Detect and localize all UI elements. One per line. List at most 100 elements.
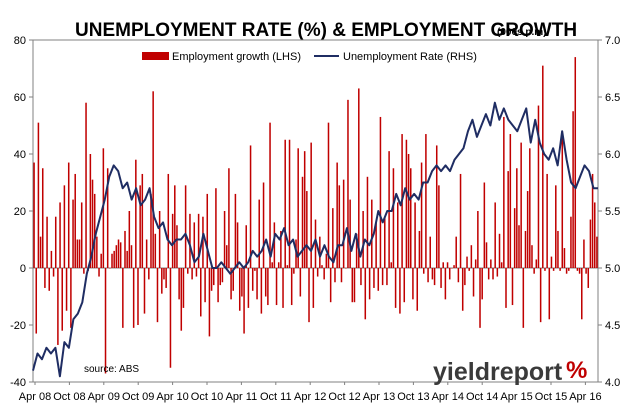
brand-wordmark: yieldreport [433,358,563,386]
employment-growth-bar [524,230,527,268]
employment-growth-bar [50,250,53,268]
employment-growth-bar [59,202,61,268]
x-tick-label: Oct 12 [328,391,360,403]
employment-growth-bar [48,268,50,291]
employment-growth-bar [496,268,499,277]
employment-growth-bar [468,268,470,271]
employment-growth-bar [163,268,165,280]
employment-growth-bar [213,268,215,286]
employment-growth-bar [76,239,79,268]
employment-growth-bar [150,193,152,268]
x-tick-label: Oct 11 [260,391,292,403]
x-tick-label: Apr 15 [500,391,532,403]
employment-growth-bar [464,268,466,286]
employment-growth-bar [325,253,328,268]
employment-growth-bar [433,268,436,286]
employment-growth-bar [195,268,198,277]
employment-growth-bar [347,99,349,268]
employment-growth-bar [152,91,154,268]
employment-growth-bar [312,268,315,308]
employment-growth-bar [516,168,518,268]
employment-growth-bar [412,268,414,300]
y-left-tick-label: 0 [20,263,26,275]
employment-growth-bar [355,233,358,268]
employment-growth-bar [245,225,247,268]
x-tick-label: Oct 13 [397,391,429,403]
employment-growth-bar [364,268,367,320]
x-tick-label: Oct 14 [466,391,498,403]
y-right-tick-label: 5.5 [605,206,620,218]
employment-growth-bar [429,236,431,268]
employment-growth-bar [52,268,55,277]
employment-growth-bar [498,233,501,268]
employment-growth-bar [368,268,371,300]
employment-growth-bar [182,268,185,308]
employment-growth-bar [57,268,59,345]
employment-growth-bar [340,268,343,283]
x-tick-label: Oct 08 [53,391,85,403]
brand-percent-mark: % [566,357,587,384]
employment-growth-bar [217,268,219,303]
employment-growth-bar [282,268,284,308]
employment-growth-bar [141,173,144,268]
employment-growth-bar [366,176,369,268]
employment-growth-bar [377,268,380,291]
employment-growth-bar [544,268,546,271]
employment-growth-bar [100,253,102,268]
employment-growth-bar [587,268,590,288]
employment-growth-bar [375,222,377,268]
employment-growth-bar [210,268,213,291]
employment-growth-bar [358,88,360,268]
employment-growth-bar [381,268,384,286]
employment-growth-bar [407,154,410,268]
employment-growth-bar [93,193,96,268]
employment-growth-bar [457,268,460,283]
employment-growth-bar [555,185,557,268]
employment-growth-bar [420,162,423,268]
employment-growth-bar [425,134,427,268]
employment-growth-bar [277,262,280,268]
employment-growth-bar [91,179,94,268]
source-note: source: ABS [84,364,139,375]
employment-growth-bar [550,256,553,268]
employment-growth-bar [559,268,561,271]
employment-growth-bar [41,168,44,268]
employment-growth-bar [241,268,243,297]
employment-growth-bar [349,199,351,268]
employment-growth-bar [167,173,170,268]
employment-growth-bar [526,191,529,268]
y-left-tick-label: 60 [14,92,26,104]
employment-growth-bar [390,262,393,268]
employment-growth-bar [431,268,434,280]
legend: Employment growth (LHS) Unemployment Rat… [142,51,477,63]
unemployment-rate-polyline [32,101,598,378]
employment-growth-bar [444,268,447,300]
employment-growth-bar [529,148,531,268]
employment-growth-bar [264,268,267,297]
x-tick-label: Apr 09 [88,391,120,403]
employment-growth-bar [360,268,362,286]
employment-growth-bar [132,268,135,328]
employment-growth-bar [184,185,187,268]
employment-growth-bar [314,219,317,268]
employment-growth-bar [310,142,312,268]
employment-growth-bar [197,213,200,268]
employment-growth-bar [33,162,35,268]
employment-growth-bar [446,262,449,268]
employment-growth-bar [191,268,193,280]
employment-growth-bar [418,230,421,268]
employment-growth-bar [561,131,564,268]
legend-label-unemployment-rate: Unemployment Rate (RHS) [343,51,477,63]
employment-growth-bar [373,268,375,288]
employment-growth-bar [280,230,282,268]
y-left-tick-label: -20 [10,320,26,332]
y-axis-left-labels: -40 -20 0 20 40 60 80 [10,35,26,389]
employment-growth-bar [338,185,341,268]
employment-growth-bar [72,199,74,268]
employment-growth-bar [236,222,239,268]
employment-growth-bar [225,245,228,268]
employment-growth-bar [388,151,390,268]
employment-growth-bar [386,268,388,286]
employment-growth-bar [535,259,538,268]
employment-growth-bar [269,122,271,269]
